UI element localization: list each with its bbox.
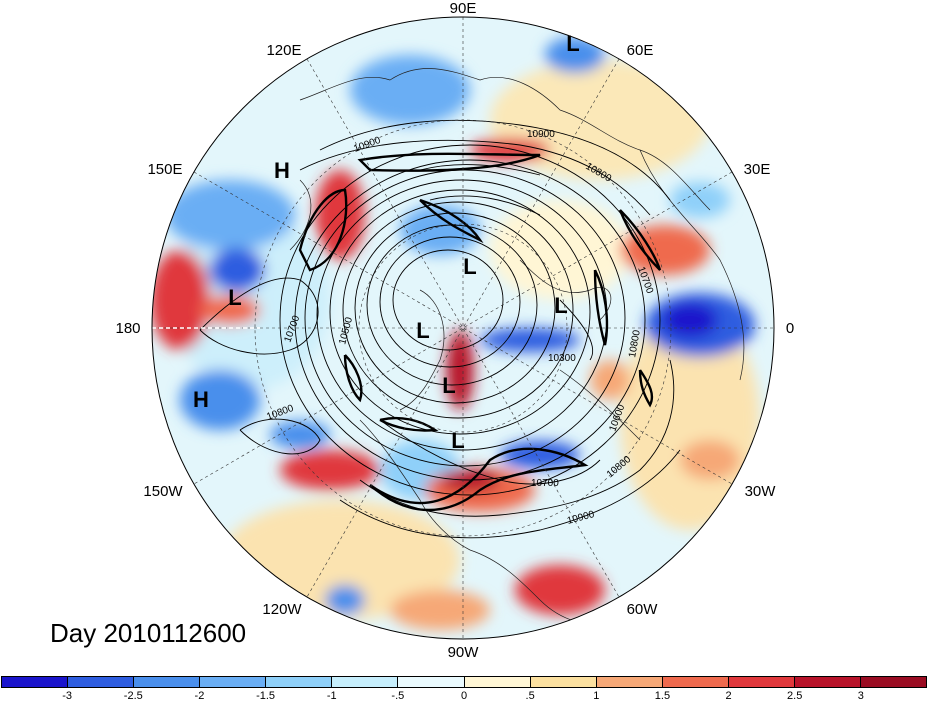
contour-label: 10700 xyxy=(531,478,559,489)
colorbar-tick-label: .5 xyxy=(525,690,535,702)
lon-label-150w: 150W xyxy=(143,483,183,500)
colorbar-tick-label: -1 xyxy=(326,690,337,702)
lon-label-90e: 90E xyxy=(450,0,477,17)
high-center: H xyxy=(274,158,290,183)
colorbar-tick-label: -2 xyxy=(194,690,205,702)
jet-contours xyxy=(298,152,662,512)
low-center: L xyxy=(566,31,579,56)
colorbar-swatch xyxy=(2,677,69,687)
colorbar-swatch xyxy=(662,677,729,687)
contour-label: 10800 xyxy=(627,329,643,359)
lon-label-30w: 30W xyxy=(745,483,777,500)
date-title: Day 2010112600 xyxy=(50,618,247,648)
lon-label-60w: 60W xyxy=(627,601,659,618)
colorbar-tick-label: 1 xyxy=(593,690,600,702)
low-center: L xyxy=(463,254,476,279)
colorbar-swatch xyxy=(332,677,399,687)
colorbar-tick-label: -.5 xyxy=(391,690,405,702)
pressure-centers: H H L L L L L L L xyxy=(193,31,580,453)
lon-label-90w: 90W xyxy=(448,644,480,661)
colorbar-swatch xyxy=(596,677,663,687)
colorbar-tick-label: 2 xyxy=(725,690,732,702)
colorbar-swatch xyxy=(728,677,795,687)
colorbar-tick-label: -3 xyxy=(62,690,73,702)
colorbar-ticks: -3 -2.5 -2 -1.5 -1 -.5 0 .5 1 1.5 2 2.5 3 xyxy=(1,690,927,702)
longitude-labels: 90E 120E 60E 150E 30E 180 0 150W 30W 120… xyxy=(115,0,794,661)
colorbar-swatch xyxy=(68,677,135,687)
colorbar-swatch xyxy=(134,677,201,687)
low-center: L xyxy=(451,428,464,453)
colorbar-tick-label: -1.5 xyxy=(256,690,276,702)
colorbar-swatch xyxy=(861,677,927,687)
graticule xyxy=(152,17,774,639)
lon-label-30e: 30E xyxy=(744,161,771,178)
colorbar-tick-label: 1.5 xyxy=(654,690,671,702)
colorbar-swatch xyxy=(200,677,267,687)
colorbar-swatch xyxy=(530,677,597,687)
lon-label-120e: 120E xyxy=(266,42,301,59)
colorbar-tick-label: -2.5 xyxy=(123,690,143,702)
lon-label-60e: 60E xyxy=(627,42,654,59)
map-border xyxy=(151,16,775,640)
lon-label-180: 180 xyxy=(115,320,140,337)
contour-label: 10300 xyxy=(548,353,576,364)
lon-label-120w: 120W xyxy=(262,601,302,618)
contour-label: 10900 xyxy=(527,129,555,140)
lon-label-0: 0 xyxy=(786,320,794,337)
colorbar xyxy=(1,676,927,688)
lon-label-150e: 150E xyxy=(147,161,182,178)
colorbar-swatch xyxy=(464,677,531,687)
low-center: L xyxy=(442,373,455,398)
low-center: L xyxy=(416,318,429,343)
colorbar-tick-label: 0 xyxy=(460,690,468,702)
colorbar-swatch xyxy=(398,677,465,687)
colorbar-tick-label: 3 xyxy=(857,690,864,702)
high-center: H xyxy=(193,387,209,412)
colorbar-swatch xyxy=(794,677,862,687)
anomaly-field xyxy=(152,17,774,639)
colorbar-swatch xyxy=(266,677,333,687)
low-center: L xyxy=(554,293,567,318)
colorbar-tick-label: 2.5 xyxy=(787,690,803,702)
low-center: L xyxy=(228,285,241,310)
